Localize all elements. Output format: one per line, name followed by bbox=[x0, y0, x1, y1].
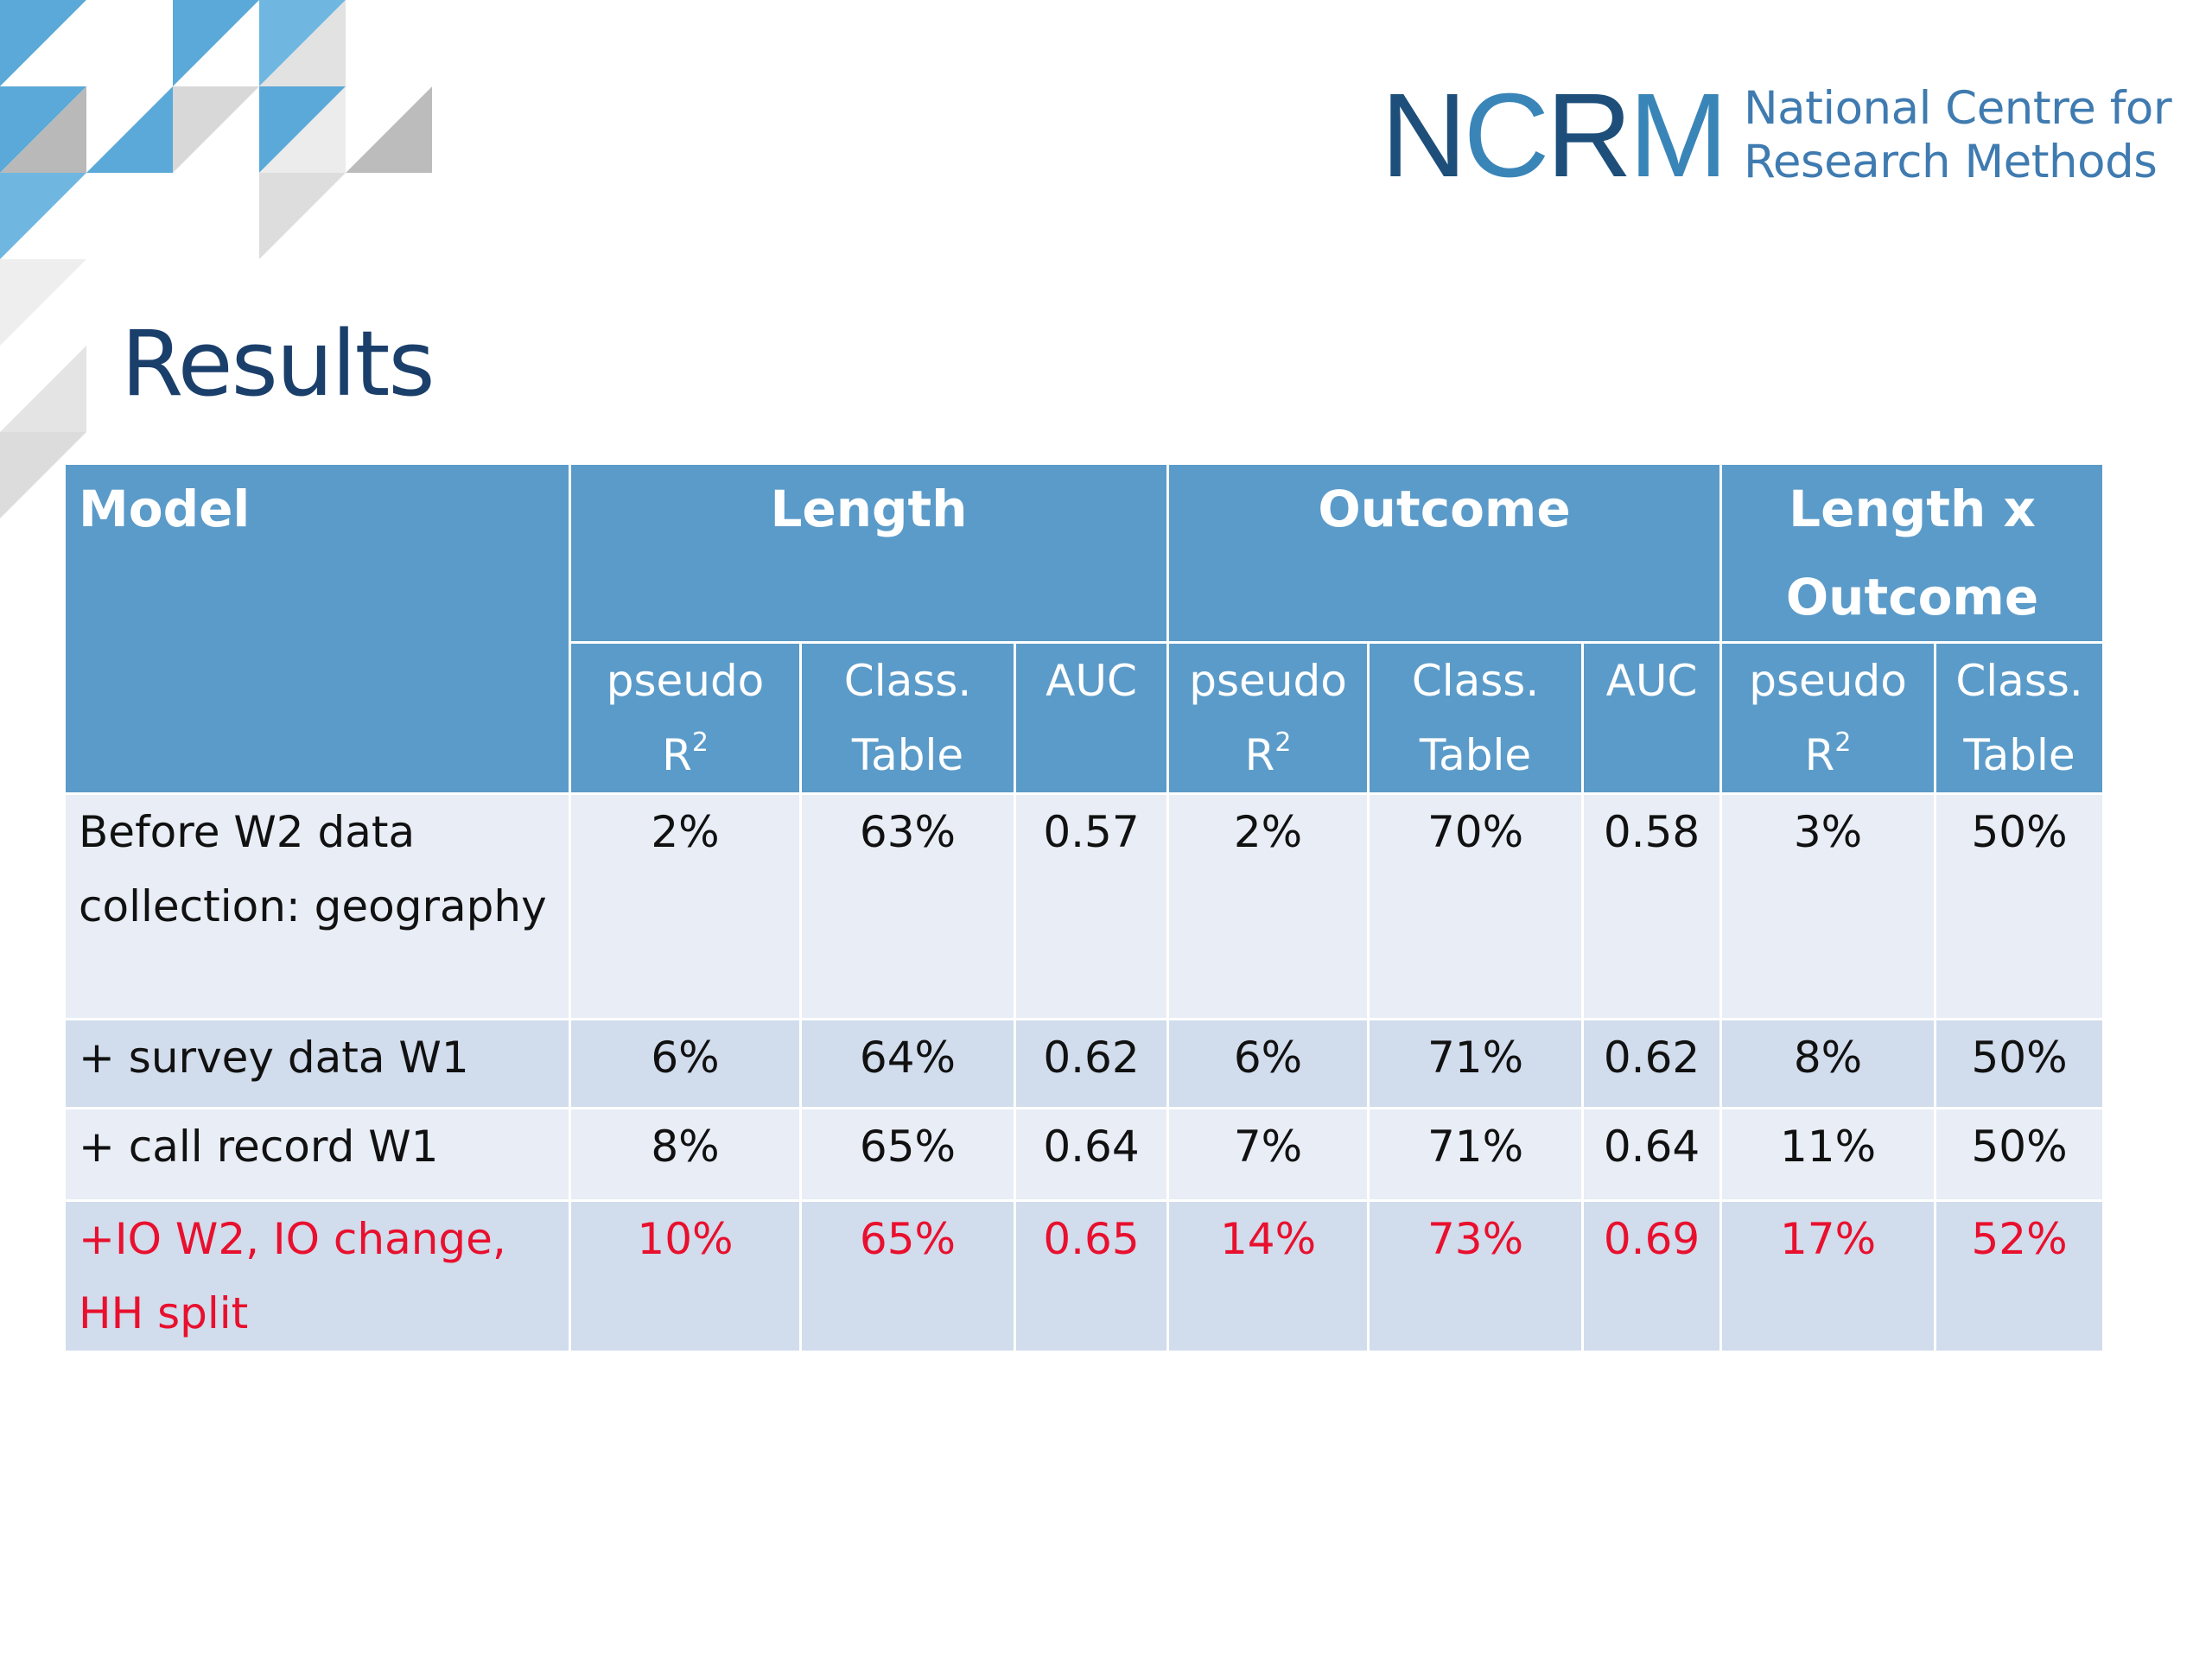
table-row: + survey data W1 6% 64% 0.62 6% 71% 0.62… bbox=[63, 1018, 2106, 1109]
table-cell: 0.62 bbox=[1013, 1018, 1170, 1109]
results-table: Model Length Outcome Length x Outcome ps… bbox=[63, 462, 2106, 1353]
table-row-highlighted: +IO W2, IO change, HH split 10% 65% 0.65… bbox=[63, 1199, 2106, 1353]
table-cell: 71% bbox=[1367, 1107, 1585, 1202]
table-cell: 11% bbox=[1719, 1107, 1937, 1202]
table-cell: 14% bbox=[1166, 1199, 1370, 1353]
group-header-row: Model Length Outcome Length x Outcome bbox=[63, 462, 2106, 795]
decorative-triangle-pattern bbox=[0, 0, 432, 518]
group-header-outcome: Outcome bbox=[1166, 462, 1723, 644]
table-cell: 3% bbox=[1719, 792, 1937, 1020]
logo-text: National Centre for Research Methods bbox=[1743, 82, 2172, 189]
table-cell: 0.62 bbox=[1581, 1018, 1723, 1109]
table-cell: 70% bbox=[1367, 792, 1585, 1020]
table-cell: 65% bbox=[799, 1199, 1016, 1353]
table-cell: 6% bbox=[569, 1018, 802, 1109]
row-label: +IO W2, IO change, HH split bbox=[63, 1199, 571, 1353]
subheader-class-table: Class. Table bbox=[1367, 641, 1585, 795]
row-label: + call record W1 bbox=[63, 1107, 571, 1202]
logo-mark: N C R M bbox=[1381, 69, 1728, 202]
table-cell: 65% bbox=[799, 1107, 1016, 1202]
table-cell: 52% bbox=[1934, 1199, 2106, 1353]
sub-header-row: pseudo R2 Class. Table AUC pseudo R2 Class.… bbox=[65, 641, 2106, 795]
table-cell: 0.58 bbox=[1581, 792, 1723, 1020]
table-cell: 50% bbox=[1934, 792, 2106, 1020]
subheader-class-table: Class. Table bbox=[799, 641, 1016, 795]
table-cell: 2% bbox=[1166, 792, 1370, 1020]
table-cell: 63% bbox=[799, 792, 1016, 1020]
table-cell: 0.64 bbox=[1013, 1107, 1170, 1202]
subheader-pseudo-r2: pseudo R2 bbox=[1166, 641, 1370, 795]
group-header-length: Length bbox=[568, 462, 1170, 644]
table-cell: 7% bbox=[1166, 1107, 1370, 1202]
table-cell: 0.57 bbox=[1013, 792, 1170, 1020]
group-header-length-x-outcome: Length x Outcome bbox=[1719, 462, 2106, 644]
table-row: + call record W1 8% 65% 0.64 7% 71% 0.64… bbox=[63, 1107, 2106, 1202]
subheader-pseudo-r2: pseudo R2 bbox=[1719, 641, 1937, 795]
table-cell: 17% bbox=[1719, 1199, 1937, 1353]
table-cell: 0.64 bbox=[1581, 1107, 1723, 1202]
model-header: Model bbox=[63, 462, 571, 795]
table-cell: 8% bbox=[1719, 1018, 1937, 1109]
table-cell: 73% bbox=[1367, 1199, 1585, 1353]
slide-title: Results bbox=[121, 311, 435, 416]
table-cell: 71% bbox=[1367, 1018, 1585, 1109]
table-cell: 50% bbox=[1934, 1107, 2106, 1202]
table-cell: 64% bbox=[799, 1018, 1016, 1109]
table-cell: 10% bbox=[569, 1199, 802, 1353]
ncrm-logo: N C R M National Centre for Research Met… bbox=[1381, 69, 2172, 202]
table-row: Before W2 data collection: geography 2% … bbox=[63, 792, 2106, 1020]
row-label: Before W2 data collection: geography bbox=[63, 792, 571, 1020]
table-cell: 2% bbox=[569, 792, 802, 1020]
subheader-auc: AUC bbox=[1581, 641, 1723, 795]
table-cell: 8% bbox=[569, 1107, 802, 1202]
logo-text-line1: National Centre for bbox=[1743, 82, 2172, 135]
table-cell: 6% bbox=[1166, 1018, 1370, 1109]
subheader-pseudo-r2: pseudo R2 bbox=[569, 641, 802, 795]
row-label: + survey data W1 bbox=[63, 1018, 571, 1109]
table-cell: 50% bbox=[1934, 1018, 2106, 1109]
logo-text-line2: Research Methods bbox=[1743, 136, 2158, 188]
table-cell: 0.69 bbox=[1581, 1199, 1723, 1353]
subheader-class-table: Class. Table bbox=[1934, 641, 2106, 795]
subheader-auc: AUC bbox=[1013, 641, 1170, 795]
table-cell: 0.65 bbox=[1013, 1199, 1170, 1353]
